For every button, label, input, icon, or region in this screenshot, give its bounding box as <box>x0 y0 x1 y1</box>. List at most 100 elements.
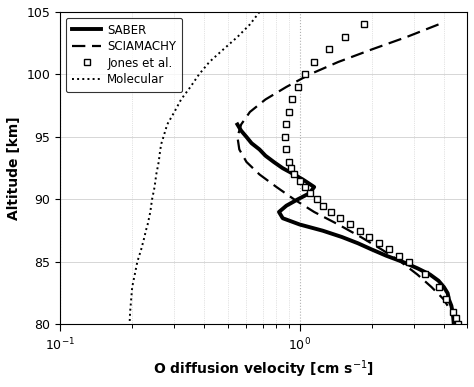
Jones et al. <box>456 322 461 327</box>
SABER <box>451 322 456 327</box>
SCIAMACHY <box>292 197 297 202</box>
Molecular <box>154 172 159 177</box>
SABER <box>445 291 450 296</box>
Jones et al. <box>406 260 411 264</box>
SABER <box>441 285 447 289</box>
Jones et al. <box>453 316 459 320</box>
SCIAMACHY <box>441 297 447 302</box>
Jones et al. <box>302 185 308 189</box>
SABER <box>339 235 345 239</box>
Jones et al. <box>436 285 441 289</box>
SABER <box>276 210 282 214</box>
SCIAMACHY <box>283 85 289 89</box>
SABER <box>307 191 312 195</box>
Molecular <box>138 247 144 252</box>
Jones et al. <box>295 85 301 89</box>
SCIAMACHY <box>336 60 341 64</box>
Jones et al. <box>366 235 372 239</box>
Jones et al. <box>289 97 295 102</box>
Molecular <box>142 235 147 239</box>
SABER <box>297 222 302 227</box>
SCIAMACHY <box>414 272 420 277</box>
Molecular <box>256 10 262 14</box>
Jones et al. <box>314 197 319 202</box>
Molecular <box>145 222 150 227</box>
SABER <box>436 278 441 283</box>
SCIAMACHY <box>311 210 317 214</box>
Line: Jones et al.: Jones et al. <box>282 21 462 328</box>
Molecular <box>196 72 202 77</box>
Jones et al. <box>320 204 326 208</box>
Jones et al. <box>302 72 308 77</box>
Molecular <box>188 85 193 89</box>
Jones et al. <box>444 297 449 302</box>
SABER <box>450 310 456 314</box>
Molecular <box>172 110 177 114</box>
Molecular <box>178 97 184 102</box>
Molecular <box>235 34 240 39</box>
Jones et al. <box>286 160 292 164</box>
SABER <box>283 204 289 208</box>
Jones et al. <box>286 110 292 114</box>
Jones et al. <box>326 47 331 52</box>
SCIAMACHY <box>436 22 441 27</box>
Jones et al. <box>342 34 348 39</box>
Molecular <box>156 160 162 164</box>
SABER <box>414 266 420 271</box>
SABER <box>302 178 308 183</box>
SABER <box>256 147 262 152</box>
Jones et al. <box>288 166 294 171</box>
SABER <box>235 122 240 127</box>
SABER <box>238 128 244 133</box>
Jones et al. <box>297 178 302 183</box>
Jones et al. <box>347 222 353 227</box>
Molecular <box>153 178 158 183</box>
Jones et al. <box>337 216 343 221</box>
SCIAMACHY <box>358 235 364 239</box>
SABER <box>249 141 255 146</box>
SABER <box>263 153 268 158</box>
Molecular <box>149 197 155 202</box>
SCIAMACHY <box>237 147 242 152</box>
X-axis label: O diffusion velocity [cm s$^{-1}$]: O diffusion velocity [cm s$^{-1}$] <box>153 358 374 380</box>
SABER <box>355 241 361 246</box>
SABER <box>320 228 326 233</box>
Jones et al. <box>283 135 288 139</box>
SCIAMACHY <box>273 185 279 189</box>
SABER <box>446 297 452 302</box>
Molecular <box>164 122 170 127</box>
SCIAMACHY <box>244 160 249 164</box>
SABER <box>295 197 301 202</box>
Legend: SABER, SCIAMACHY, Jones et al., Molecular: SABER, SCIAMACHY, Jones et al., Molecula… <box>66 18 182 92</box>
SABER <box>292 172 297 177</box>
Molecular <box>146 216 152 221</box>
SCIAMACHY <box>307 72 312 77</box>
Molecular <box>143 228 149 233</box>
SABER <box>271 160 277 164</box>
Jones et al. <box>386 247 392 252</box>
SABER <box>369 247 374 252</box>
Molecular <box>147 210 153 214</box>
SCIAMACHY <box>455 322 460 327</box>
Jones et al. <box>311 60 317 64</box>
Jones et al. <box>376 241 382 246</box>
Jones et al. <box>292 172 297 177</box>
Jones et al. <box>396 253 402 258</box>
Molecular <box>207 60 212 64</box>
Molecular <box>156 153 162 158</box>
Molecular <box>150 191 156 195</box>
Jones et al. <box>422 272 428 277</box>
SABER <box>400 260 406 264</box>
SABER <box>280 166 285 171</box>
Y-axis label: Altitude [km]: Altitude [km] <box>7 116 21 220</box>
SABER <box>427 272 433 277</box>
Jones et al. <box>283 147 289 152</box>
SCIAMACHY <box>428 285 434 289</box>
SABER <box>280 216 285 221</box>
Jones et al. <box>307 191 312 195</box>
Jones et al. <box>361 22 366 27</box>
Jones et al. <box>328 210 334 214</box>
Molecular <box>152 185 157 189</box>
Molecular <box>135 260 140 264</box>
SCIAMACHY <box>238 122 244 127</box>
